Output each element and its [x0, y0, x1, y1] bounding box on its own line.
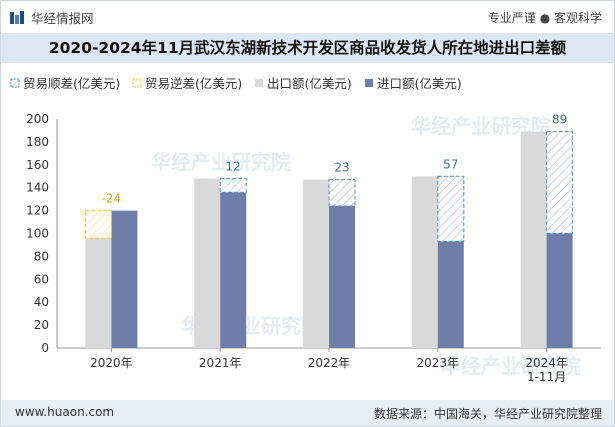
- x-tick-label: 2023年: [417, 356, 460, 370]
- legend-label: 进口额(亿美元): [377, 76, 462, 91]
- legend-item: 贸易顺差(亿美元): [10, 76, 120, 91]
- export-bar: [520, 131, 547, 348]
- watermark-text: 华经产业研究院: [441, 354, 581, 378]
- y-tick-label: 120: [26, 204, 49, 218]
- legend-swatch: [132, 78, 142, 88]
- x-tick-label: 2022年: [308, 356, 351, 370]
- balance-data-label: 12: [226, 160, 241, 174]
- export-bar: [303, 179, 329, 348]
- export-bar: [85, 238, 112, 348]
- y-tick-label: 20: [34, 318, 49, 332]
- top-bar: 华经情报网 专业严谨 ● 客观科学: [1, 1, 614, 31]
- legend-item: 贸易逆差(亿美元): [132, 76, 242, 91]
- x-tick-label: 2020年: [90, 356, 133, 370]
- chart-title: 2020-2024年11月武汉东湖新技术开发区商品收发货人所在地进出口差额: [48, 39, 567, 57]
- watermark-text: 华经产业研究院: [151, 150, 291, 174]
- surplus-bar: [219, 178, 247, 193]
- legend: 贸易顺差(亿美元) 贸易逆差(亿美元) 出口额(亿美元) 进口额(亿美元): [10, 76, 462, 91]
- legend-swatch: [255, 79, 263, 87]
- balance-data-label: 23: [334, 161, 349, 175]
- tagline: 专业严谨 ● 客观科学: [487, 11, 602, 25]
- import-bar: [437, 241, 464, 348]
- y-tick-label: 80: [34, 249, 49, 263]
- legend-item: 出口额(亿美元): [255, 76, 352, 91]
- y-tick-label: 160: [26, 158, 49, 172]
- import-bar: [546, 233, 573, 348]
- y-tick-label: 40: [34, 295, 49, 309]
- legend-swatch: [10, 78, 20, 88]
- surplus-bar: [546, 131, 574, 234]
- import-bar: [220, 192, 247, 348]
- y-tick-label: 0: [41, 341, 49, 355]
- legend-item: 进口额(亿美元): [365, 76, 462, 91]
- surplus-bar: [328, 179, 356, 207]
- brand-name: 华经情报网: [31, 11, 94, 26]
- import-bar: [111, 210, 138, 348]
- title-band: 2020-2024年11月武汉东湖新技术开发区商品收发货人所在地进出口差额: [1, 33, 614, 63]
- brand-logo-icon: [9, 10, 25, 26]
- y-tick-label: 200: [26, 112, 49, 126]
- surplus-bar: [437, 175, 465, 243]
- balance-data-label: 89: [552, 113, 567, 127]
- data-source: 数据来源：中国海关，华经产业研究院整理: [373, 407, 602, 421]
- deficit-bar: [84, 210, 112, 239]
- y-tick-label: 100: [26, 227, 49, 241]
- footer: www.huaon.com 数据来源：中国海关，华经产业研究院整理: [1, 400, 614, 426]
- balance-data-label: -24: [102, 192, 122, 206]
- export-bar: [194, 178, 221, 348]
- balance-data-label: 57: [443, 157, 458, 171]
- import-bar: [329, 206, 355, 348]
- y-tick-label: 180: [26, 135, 49, 149]
- legend-label: 贸易顺差(亿美元): [23, 76, 120, 91]
- legend-swatch: [365, 79, 373, 87]
- footer-url[interactable]: www.huaon.com: [15, 405, 115, 419]
- brand: 华经情报网: [9, 8, 94, 27]
- x-tick-label: 2021年: [199, 356, 242, 370]
- y-tick-label: 60: [34, 272, 49, 286]
- legend-label: 贸易逆差(亿美元): [145, 76, 242, 91]
- x-tick-label: 2024年 1-11月: [525, 356, 568, 384]
- y-tick-label: 140: [26, 181, 49, 195]
- export-bar: [411, 176, 438, 348]
- legend-label: 出口额(亿美元): [267, 76, 352, 91]
